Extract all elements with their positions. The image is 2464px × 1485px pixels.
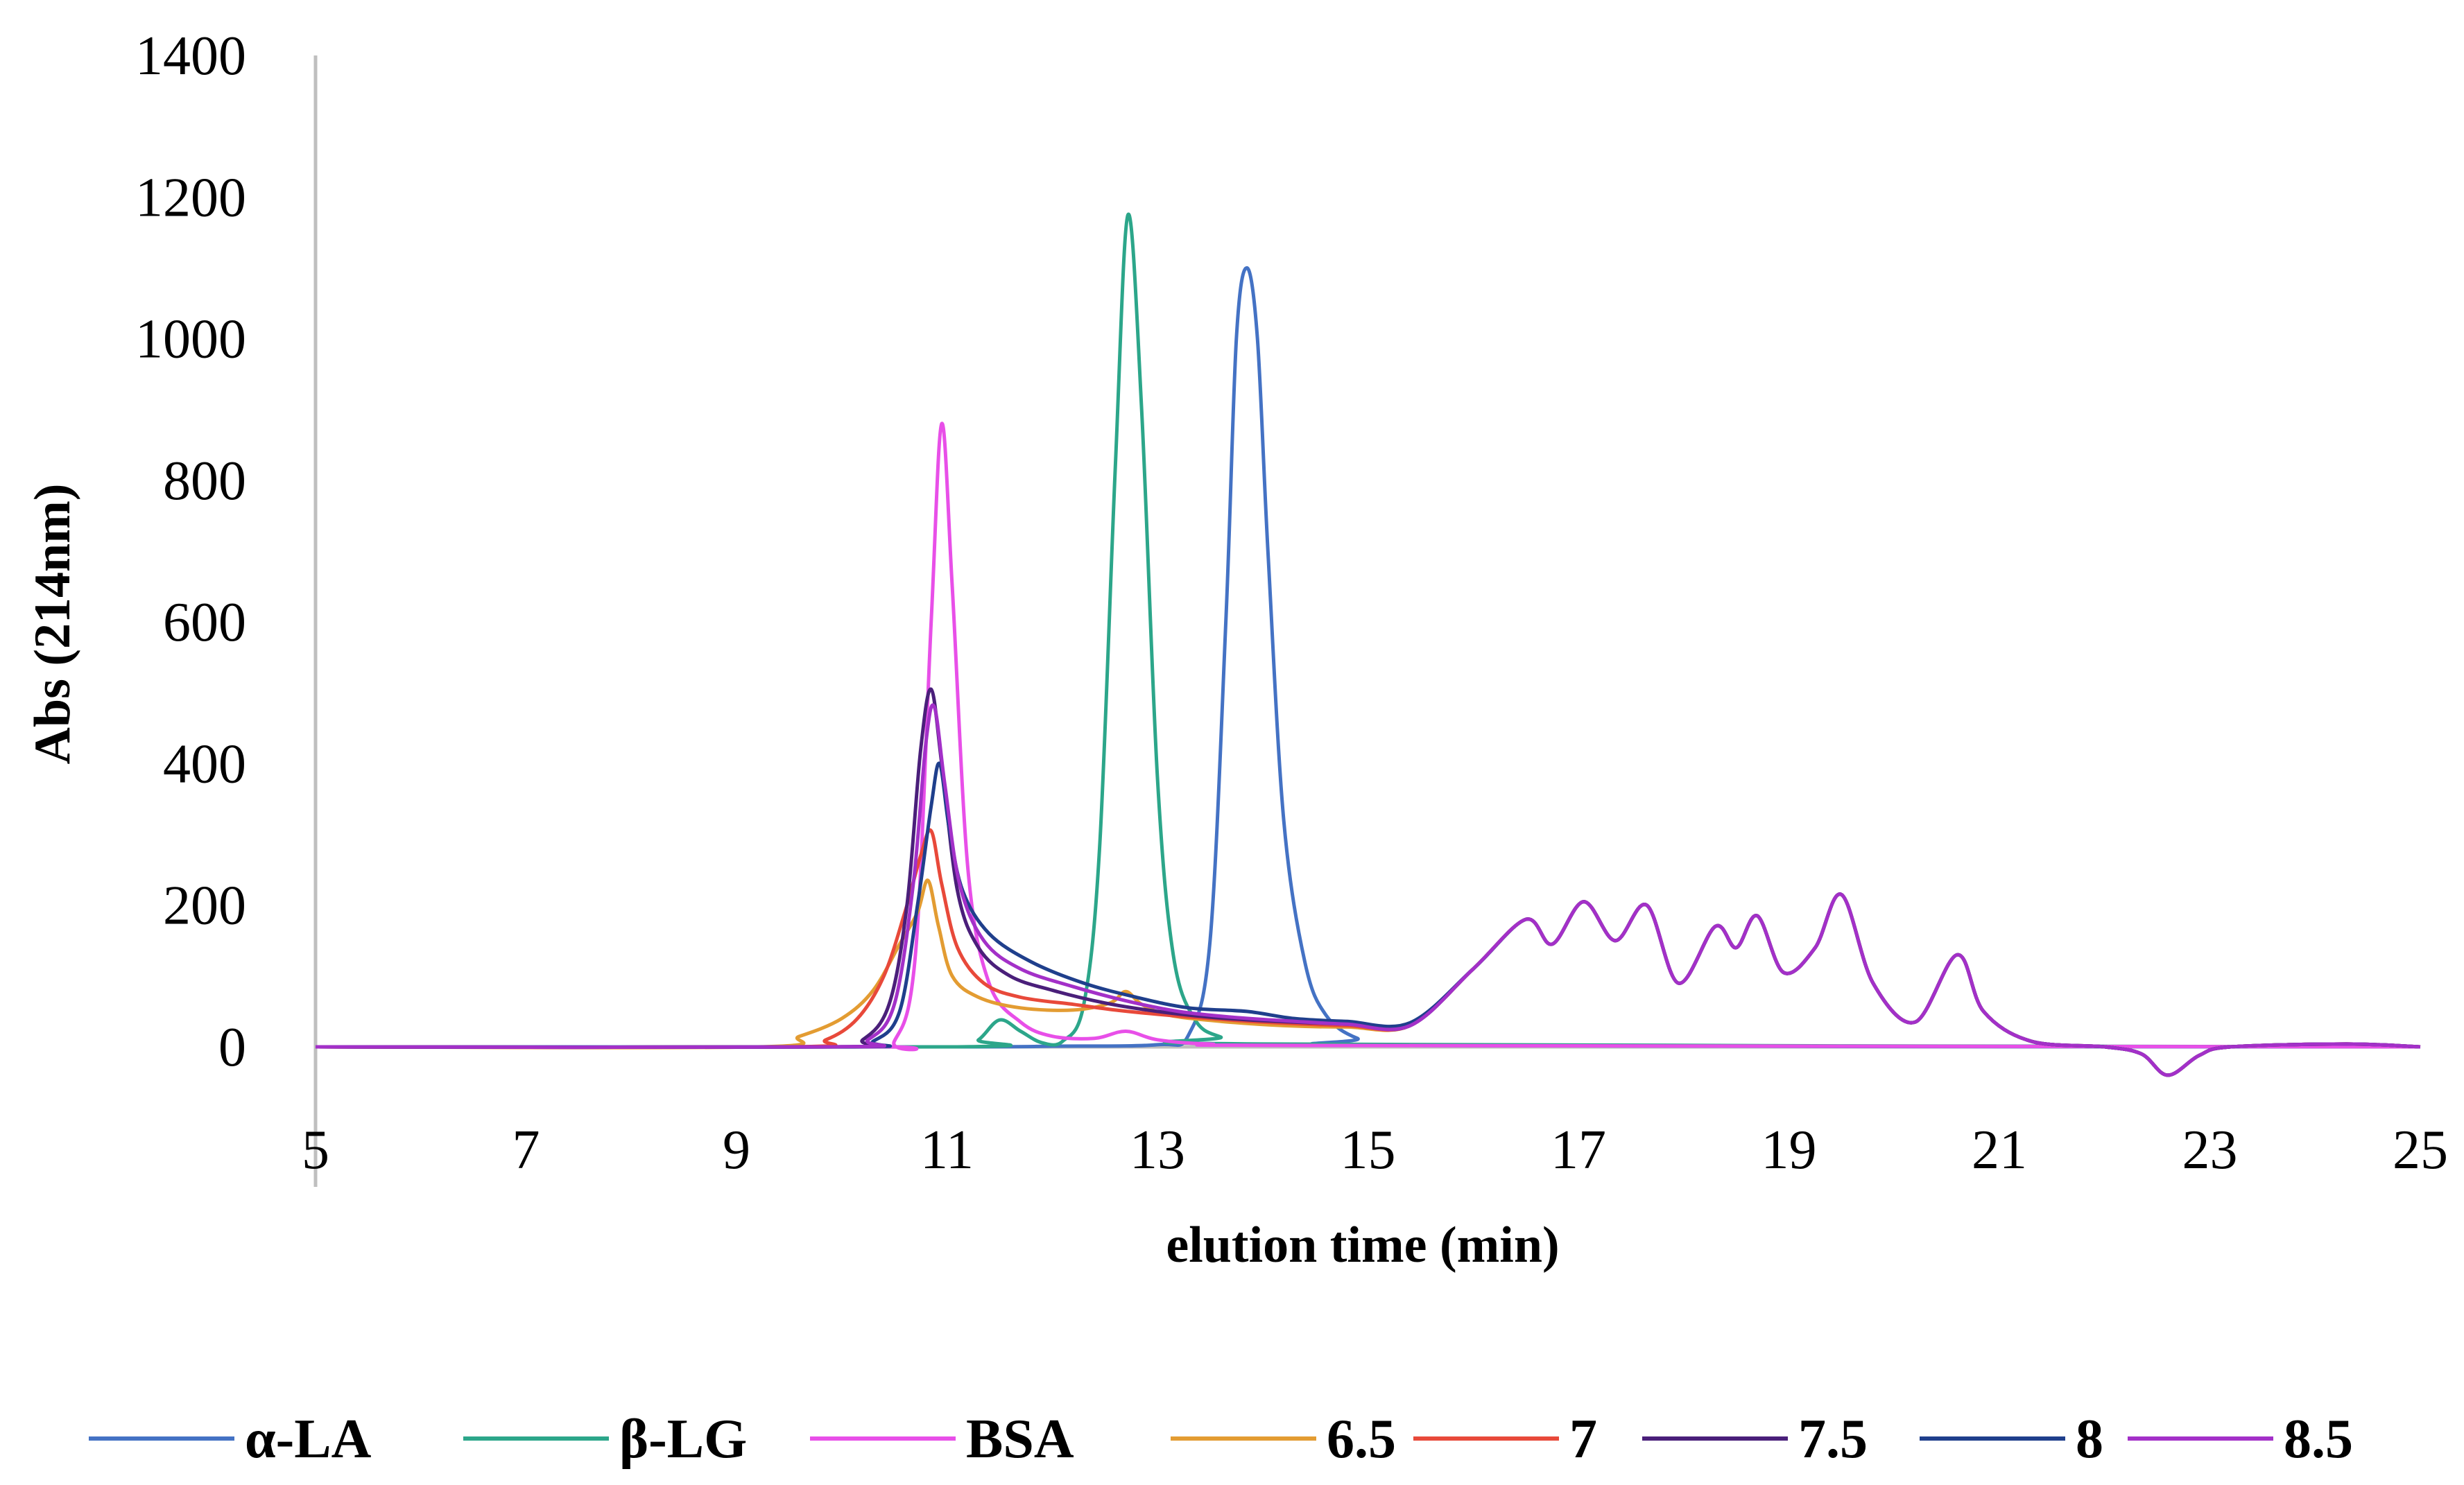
y-tick-labels: 0 200 400 600 800 1000 1200 1400 xyxy=(135,26,246,1078)
y-tick-label: 800 xyxy=(163,451,246,512)
legend-label: 7 xyxy=(1569,1409,1597,1470)
x-tick-label: 19 xyxy=(1761,1120,1817,1181)
legend-label: BSA xyxy=(966,1409,1074,1470)
y-tick-label: 1200 xyxy=(135,167,246,228)
x-axis-title: elution time (min) xyxy=(1166,1217,1559,1274)
x-tick-label: 9 xyxy=(723,1120,750,1181)
legend-label: β-LG xyxy=(619,1409,747,1470)
series-line-bsa xyxy=(315,422,2421,1052)
y-tick-label: 400 xyxy=(163,733,246,794)
series-line-la xyxy=(315,266,2421,1049)
x-tick-label: 23 xyxy=(2182,1120,2238,1181)
x-tick-label: 11 xyxy=(920,1120,974,1181)
y-tick-label: 1400 xyxy=(135,26,246,87)
y-tick-label: 1000 xyxy=(135,309,246,370)
y-axis-title: Abs (214nm) xyxy=(24,484,81,765)
series-line-7-5 xyxy=(315,687,2421,1077)
series-line-7 xyxy=(315,828,2421,1077)
legend-label: α-LA xyxy=(245,1409,372,1470)
legend-label: 8.5 xyxy=(2284,1409,2353,1470)
y-tick-label: 200 xyxy=(163,876,246,937)
x-tick-label: 21 xyxy=(1972,1120,2027,1181)
x-tick-label: 15 xyxy=(1341,1120,1396,1181)
x-tick-label: 13 xyxy=(1130,1120,1185,1181)
series-lines xyxy=(315,212,2421,1077)
x-tick-label: 25 xyxy=(2393,1120,2448,1181)
y-tick-label: 0 xyxy=(218,1017,246,1078)
legend: α-LA β-LG BSA 6.5 7 7.5 8 8.5 xyxy=(89,1409,2353,1470)
x-tick-label: 5 xyxy=(302,1120,329,1181)
x-tick-label: 17 xyxy=(1551,1120,1606,1181)
axes xyxy=(313,55,2420,1187)
series-line-8-5 xyxy=(315,703,2421,1077)
legend-label: 8 xyxy=(2076,1409,2103,1470)
x-tick-labels: 5 7 9 11 13 15 17 19 21 23 25 xyxy=(302,1120,2448,1181)
legend-label: 6.5 xyxy=(1327,1409,1396,1470)
y-tick-label: 600 xyxy=(163,592,246,653)
legend-label: 7.5 xyxy=(1798,1409,1868,1470)
x-tick-label: 7 xyxy=(512,1120,540,1181)
series-line-lg xyxy=(315,212,2421,1050)
